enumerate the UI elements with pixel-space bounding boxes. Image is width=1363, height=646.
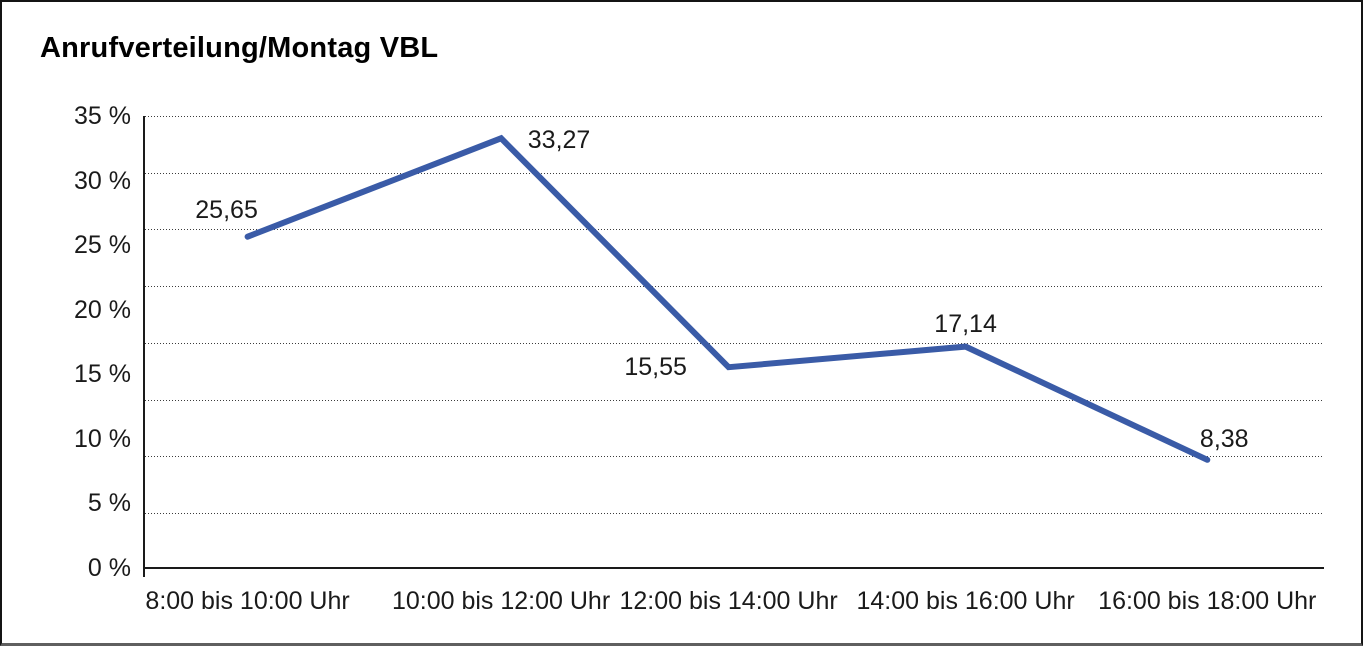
axis-tick: [143, 568, 145, 577]
y-axis-line: [143, 116, 145, 577]
y-axis-tick-label: 10 %: [74, 424, 131, 453]
gridline: [145, 116, 1324, 117]
x-axis-label: 16:00 bis 18:00 Uhr: [1098, 587, 1317, 615]
x-axis-label: 12:00 bis 14:00 Uhr: [619, 587, 838, 615]
chart-title: Anrufverteilung/Montag VBL: [40, 32, 439, 64]
y-axis-tick-label: 35 %: [74, 102, 131, 130]
x-axis-line: [145, 567, 1324, 569]
x-axis-label: 14:00 bis 16:00 Uhr: [856, 587, 1075, 615]
gridline: [145, 512, 1324, 514]
y-axis-tick-label: 5 %: [87, 489, 131, 518]
data-line: [244, 134, 1211, 463]
y-axis-tick-label: 30 %: [74, 166, 131, 195]
y-axis-tick-label: 15 %: [74, 360, 131, 389]
gridline: [145, 456, 1324, 458]
data-line-layer: [244, 134, 1211, 463]
data-point-label: 33,27: [527, 126, 591, 155]
data-point-label: 25,65: [195, 195, 258, 224]
y-axis-tick-label: 0 %: [87, 554, 131, 582]
x-axis-label: 10:00 bis 12:00 Uhr: [391, 587, 611, 615]
y-axis-tick-label: 20 %: [74, 295, 131, 324]
gridline: [145, 172, 1324, 174]
plot-area: [145, 116, 1324, 568]
gridline: [145, 399, 1324, 401]
gridline: [145, 342, 1324, 344]
gridline: [145, 229, 1324, 231]
data-point-label: 8,38: [1199, 424, 1249, 453]
data-point-label: 17,14: [934, 309, 997, 338]
data-point-label: 15,55: [624, 353, 687, 382]
gridline: [145, 286, 1324, 288]
x-axis-label: 8:00 bis 10:00 Uhr: [145, 587, 350, 615]
y-axis-tick-label: 25 %: [74, 231, 131, 260]
